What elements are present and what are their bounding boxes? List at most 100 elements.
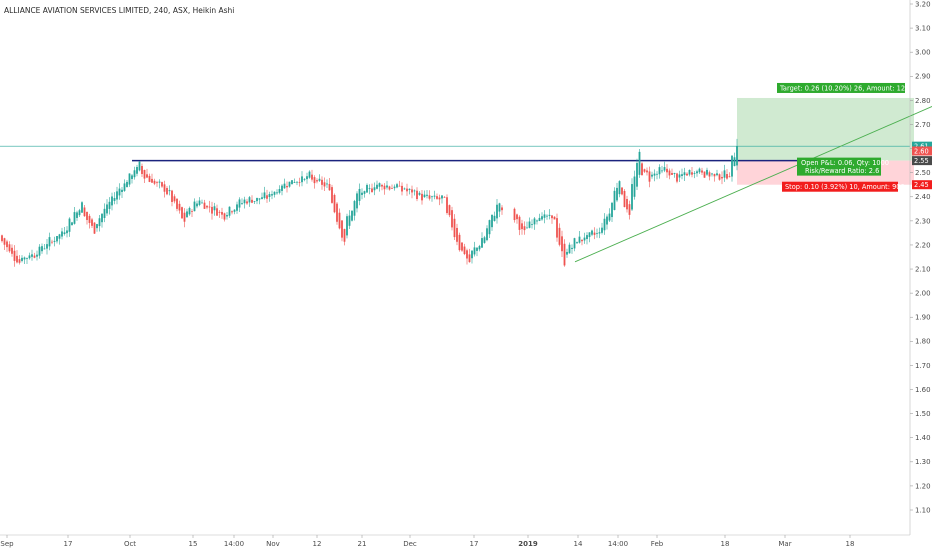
candle <box>156 180 158 187</box>
candle <box>441 195 443 204</box>
candle <box>566 248 568 258</box>
candle <box>578 230 581 244</box>
candle <box>101 213 103 228</box>
candle <box>178 200 181 214</box>
candle-body <box>458 234 461 251</box>
candle-body <box>403 188 406 190</box>
candle-body <box>103 208 106 218</box>
candle-body <box>701 170 703 173</box>
candle-body <box>416 190 418 200</box>
candle-body <box>81 202 83 213</box>
candle-body <box>678 174 681 178</box>
time-tick-label: 14:00 <box>224 540 244 548</box>
candle-body <box>478 246 481 250</box>
candle <box>193 198 196 212</box>
price-tick-label: 3.20 <box>915 0 931 8</box>
candle <box>278 185 281 195</box>
candle <box>591 229 593 237</box>
candle <box>308 170 311 179</box>
candle <box>423 190 426 198</box>
candle <box>491 214 493 231</box>
candle <box>78 208 81 217</box>
candle-body <box>168 190 171 192</box>
candle-body <box>113 198 116 201</box>
candle-body <box>626 199 628 210</box>
candle-body <box>58 234 61 239</box>
candle-body <box>451 210 453 228</box>
candle-body <box>313 177 316 184</box>
candle-body <box>411 189 413 193</box>
candle-body <box>563 243 566 266</box>
candle-body <box>556 218 558 238</box>
candle <box>636 158 638 191</box>
candle-body <box>73 212 76 224</box>
candle-body <box>208 206 211 208</box>
candle-body <box>688 170 691 175</box>
pnl-text: Open P&L: 0.06, Qty: 1000 <box>801 159 889 167</box>
candle <box>471 250 473 264</box>
candle <box>568 242 571 254</box>
candle-body <box>78 210 81 216</box>
candle <box>726 169 728 180</box>
candle-body <box>651 174 653 177</box>
candle-body <box>268 194 271 198</box>
candle <box>321 176 323 190</box>
candle <box>126 180 128 188</box>
stop-label-bg <box>782 181 898 192</box>
candle-body <box>363 191 366 194</box>
candle <box>658 164 661 179</box>
candle-body <box>136 167 138 174</box>
candle-body <box>491 214 493 228</box>
candle-body <box>486 228 488 241</box>
time-tick-label: 17 <box>470 540 479 548</box>
price-tick-label: 2.40 <box>915 193 931 201</box>
price-axis: 1.10 1.20 1.30 1.40 1.50 1.60 1.70 1.80 1.90 2.00… <box>909 0 932 535</box>
candle-body <box>198 200 201 205</box>
candle <box>691 167 693 178</box>
candle <box>381 183 383 191</box>
price-tick-label: 2.90 <box>915 73 931 81</box>
trendline[interactable] <box>574 105 932 263</box>
candle <box>358 183 361 206</box>
candle-body <box>516 214 518 220</box>
candle-body <box>201 202 203 204</box>
candle-body <box>361 192 363 195</box>
stop-label-text: Stop: 0.10 (3.92%) 10, Amount: 900 <box>785 183 905 191</box>
candle-body <box>483 237 486 243</box>
candle <box>548 209 551 220</box>
candle-body <box>653 173 656 176</box>
candle <box>418 191 421 196</box>
candle-body <box>331 187 333 203</box>
candle-body <box>358 188 361 201</box>
candle <box>393 184 396 191</box>
candle-body <box>596 233 598 235</box>
candle <box>171 189 173 207</box>
candle <box>106 199 108 216</box>
candle-body <box>316 180 318 182</box>
candle <box>13 245 16 267</box>
time-tick-label: 18 <box>721 540 730 548</box>
candle <box>146 168 148 179</box>
candle <box>153 178 156 186</box>
price-tick-label: 1.20 <box>915 482 931 490</box>
candle <box>86 211 88 225</box>
candle <box>518 215 521 236</box>
candle-body <box>346 216 348 236</box>
candle <box>291 180 293 185</box>
candle-body <box>248 197 251 203</box>
candle-body <box>216 208 218 216</box>
candle-body <box>156 182 158 184</box>
candle <box>116 186 118 205</box>
candle-body <box>93 222 96 234</box>
candle <box>36 250 38 261</box>
candle <box>96 223 98 232</box>
candle <box>623 189 626 208</box>
candle-body <box>231 211 233 213</box>
candle-body <box>118 188 121 196</box>
candle <box>533 217 536 230</box>
candle <box>718 173 721 181</box>
candle <box>271 190 273 200</box>
candle <box>601 222 603 235</box>
